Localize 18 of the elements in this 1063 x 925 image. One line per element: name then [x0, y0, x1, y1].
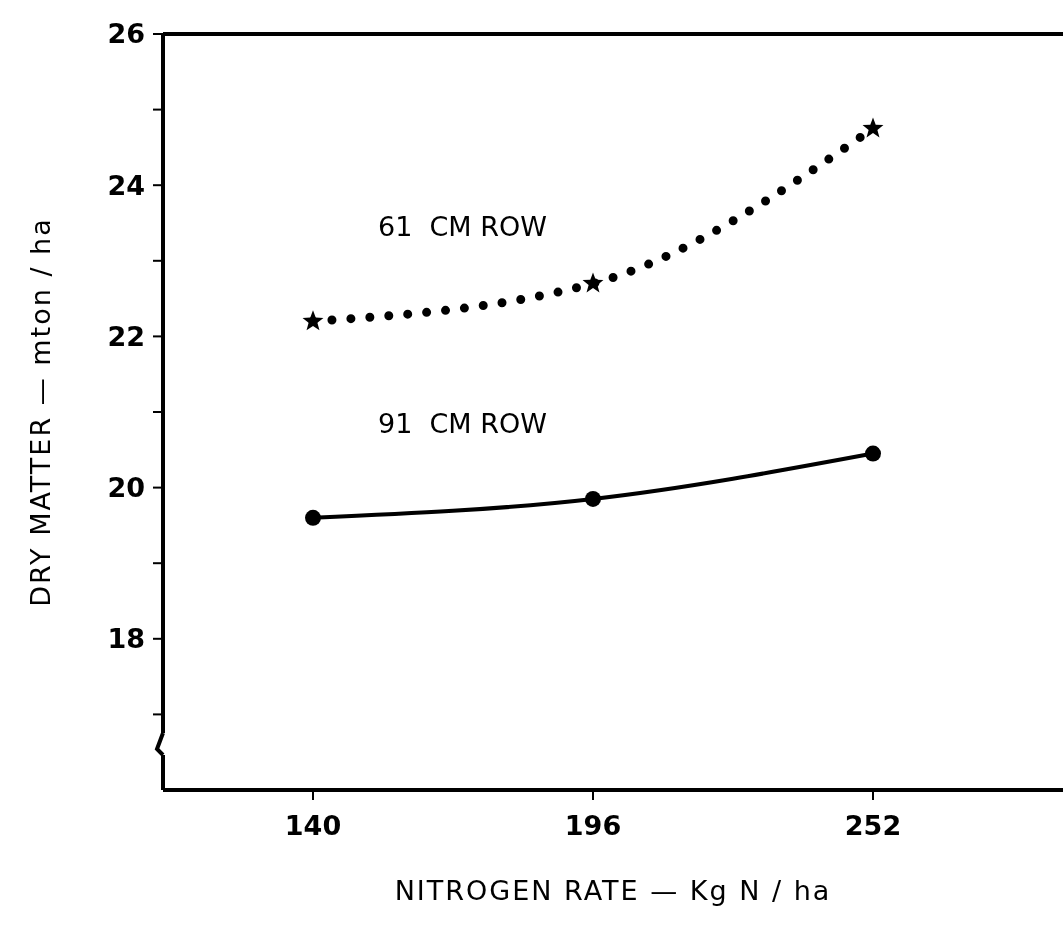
series-label: 61 CM ROW — [378, 211, 547, 243]
point — [862, 117, 884, 138]
x-tick-label: 196 — [564, 810, 622, 841]
y-tick-label: 22 — [107, 320, 145, 352]
point — [582, 272, 604, 293]
point — [865, 445, 881, 462]
point — [305, 509, 321, 526]
x-axis-title: NITROGEN RATE — Kg N / ha — [394, 875, 832, 906]
y-tick-label: 24 — [107, 169, 145, 201]
x-tick-label: 140 — [284, 810, 342, 841]
text: 91 CM ROW — [378, 407, 547, 439]
y-axis-title: DRY MATTER — mton / ha — [25, 217, 56, 607]
point — [585, 490, 601, 507]
x-tick-label: 252 — [844, 810, 902, 841]
point — [302, 310, 324, 331]
y-tick-label: 18 — [107, 623, 145, 655]
y-tick-label: 26 — [107, 18, 145, 50]
y-tick-label: 20 — [107, 472, 145, 504]
